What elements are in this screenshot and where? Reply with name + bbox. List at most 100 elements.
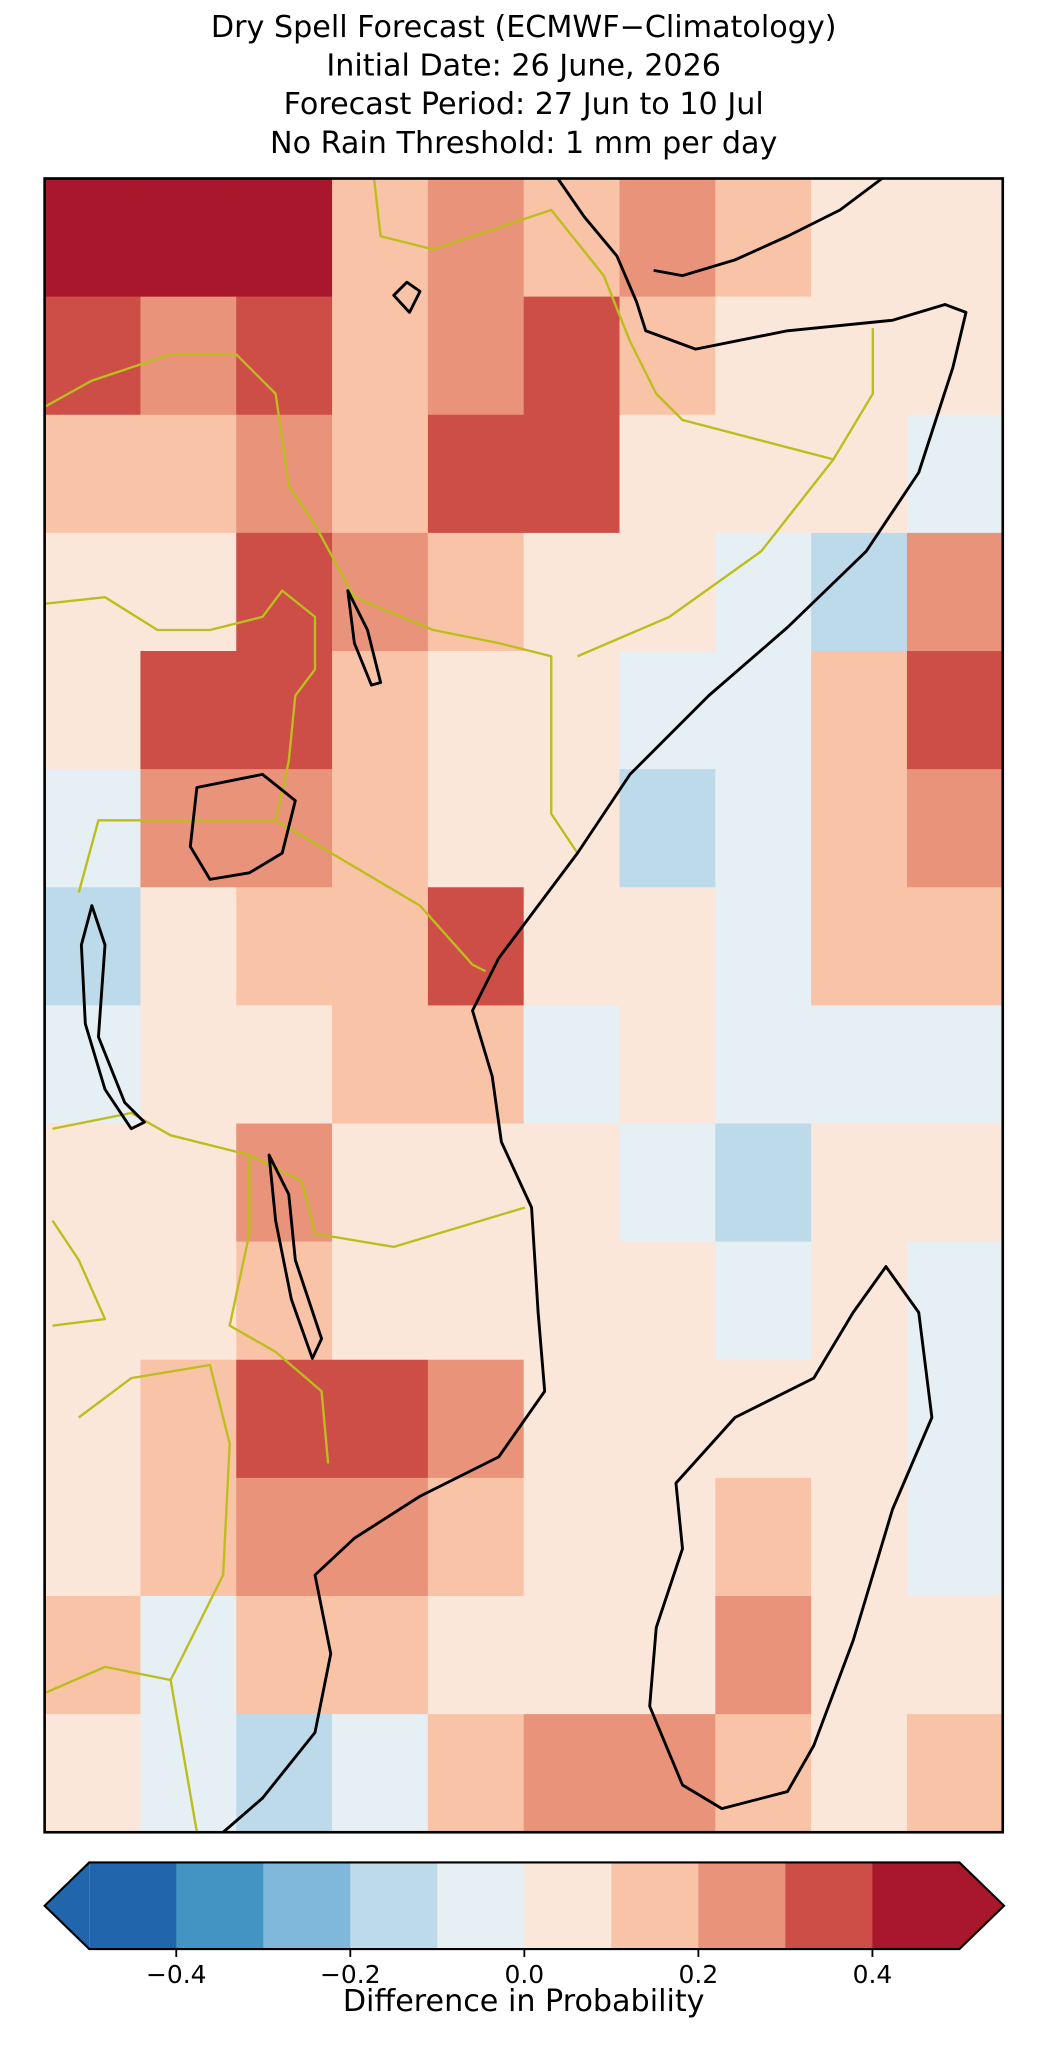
grid-cell bbox=[140, 532, 237, 652]
grid-cell bbox=[44, 651, 142, 770]
grid-cell bbox=[811, 532, 908, 652]
grid-cell bbox=[906, 1477, 1004, 1597]
grid-cell bbox=[44, 1596, 142, 1715]
grid-cell bbox=[715, 1241, 812, 1361]
grid-cell bbox=[236, 769, 333, 888]
grid-cell bbox=[236, 887, 333, 1007]
grid-cell bbox=[906, 1005, 1004, 1125]
grid-cell bbox=[619, 769, 716, 888]
grid-cell bbox=[140, 1477, 237, 1597]
grid-cell bbox=[236, 414, 333, 534]
border bbox=[51, 1219, 107, 1327]
grid-cell bbox=[140, 414, 237, 534]
chart-title: Dry Spell Forecast (ECMWF−Climatology) bbox=[211, 10, 837, 45]
grid-cell bbox=[44, 769, 142, 888]
grid-cell bbox=[236, 1005, 333, 1125]
grid-cell bbox=[44, 1123, 142, 1243]
grid-cell bbox=[332, 1359, 429, 1479]
grid-cell bbox=[906, 769, 1004, 888]
grid-cell bbox=[427, 1123, 525, 1243]
grid-cell bbox=[811, 887, 908, 1007]
grid-cell bbox=[427, 178, 525, 298]
madagascar bbox=[648, 1265, 934, 1811]
lake-tanganyika bbox=[79, 904, 146, 1131]
border bbox=[44, 1665, 199, 1833]
grid-cell bbox=[140, 887, 237, 1007]
grid-cell bbox=[523, 296, 621, 416]
grid-cell bbox=[140, 1005, 237, 1125]
grid-cell bbox=[332, 1123, 429, 1243]
grid-cell bbox=[619, 1123, 716, 1243]
grid-cell bbox=[715, 1477, 812, 1597]
grid-cell bbox=[236, 296, 333, 416]
grid-cell bbox=[236, 1596, 333, 1715]
grid-cell bbox=[715, 178, 812, 298]
grid-cell bbox=[44, 1477, 142, 1597]
colorbar-segment bbox=[611, 1862, 700, 1950]
grid-cell bbox=[332, 1714, 429, 1833]
colorbar-segment bbox=[350, 1862, 438, 1950]
grid-cell bbox=[811, 178, 908, 298]
grid-cell bbox=[811, 1359, 908, 1479]
grid-cell bbox=[427, 296, 525, 416]
grid-cell bbox=[427, 1596, 525, 1715]
grid-cell bbox=[619, 178, 716, 298]
grid-cell bbox=[523, 1596, 621, 1715]
grid-cell bbox=[44, 1714, 142, 1833]
grid-cell bbox=[140, 651, 237, 770]
grid-cell bbox=[811, 1596, 908, 1715]
grid-cell bbox=[140, 1241, 237, 1361]
grid-cell bbox=[715, 1596, 812, 1715]
grid-cell bbox=[140, 1123, 237, 1243]
grid-cell bbox=[619, 1359, 716, 1479]
grid-cell bbox=[906, 1596, 1004, 1715]
border bbox=[78, 1363, 231, 1681]
lake-turkana bbox=[346, 589, 383, 687]
map-frame bbox=[43, 177, 1005, 1834]
grid-cell bbox=[44, 532, 142, 652]
grid-cell bbox=[332, 1005, 429, 1125]
colorbar-segment bbox=[263, 1862, 351, 1950]
grid-cell bbox=[619, 296, 716, 416]
grid-cell bbox=[44, 414, 142, 534]
coastline bbox=[653, 177, 883, 278]
grid-cell bbox=[715, 769, 812, 888]
grid-cell bbox=[811, 296, 908, 416]
colorbar-segment bbox=[872, 1862, 961, 1950]
colorbar-extend-min bbox=[44, 1862, 90, 1950]
grid-cell bbox=[715, 1359, 812, 1479]
grid-cell bbox=[619, 1477, 716, 1597]
grid-cell bbox=[523, 769, 621, 888]
grid-cell bbox=[236, 651, 333, 770]
grid-cell bbox=[811, 414, 908, 534]
coastline bbox=[222, 177, 968, 1834]
colorbar-segment bbox=[524, 1862, 613, 1950]
grid-cell bbox=[140, 1714, 237, 1833]
grid-cell bbox=[619, 532, 716, 652]
grid-cell bbox=[619, 1596, 716, 1715]
grid-cell bbox=[715, 414, 812, 534]
colorbar-tick-label: −0.2 bbox=[320, 1960, 381, 1989]
grid-cell bbox=[906, 887, 1004, 1007]
grid-cell bbox=[427, 414, 525, 534]
grid-cell bbox=[236, 1714, 333, 1833]
colorbar-segment bbox=[437, 1862, 525, 1950]
chart-title: No Rain Threshold: 1 mm per day bbox=[270, 126, 777, 161]
grid-cell bbox=[523, 532, 621, 652]
colorbar-tick-label: −0.4 bbox=[146, 1960, 207, 1989]
grid-cell bbox=[811, 1005, 908, 1125]
grid-cell bbox=[811, 1714, 908, 1833]
border bbox=[44, 353, 579, 854]
grid-cell bbox=[332, 651, 429, 770]
grid-cell bbox=[715, 296, 812, 416]
grid-cell bbox=[44, 1359, 142, 1479]
colorbar-label: Difference in Probability bbox=[343, 1984, 705, 2019]
grid-cell bbox=[427, 532, 525, 652]
lake-victoria bbox=[188, 772, 297, 881]
colorbar-segment bbox=[698, 1862, 787, 1950]
grid-cell bbox=[332, 296, 429, 416]
grid-cell bbox=[715, 532, 812, 652]
grid-cell bbox=[811, 1477, 908, 1597]
